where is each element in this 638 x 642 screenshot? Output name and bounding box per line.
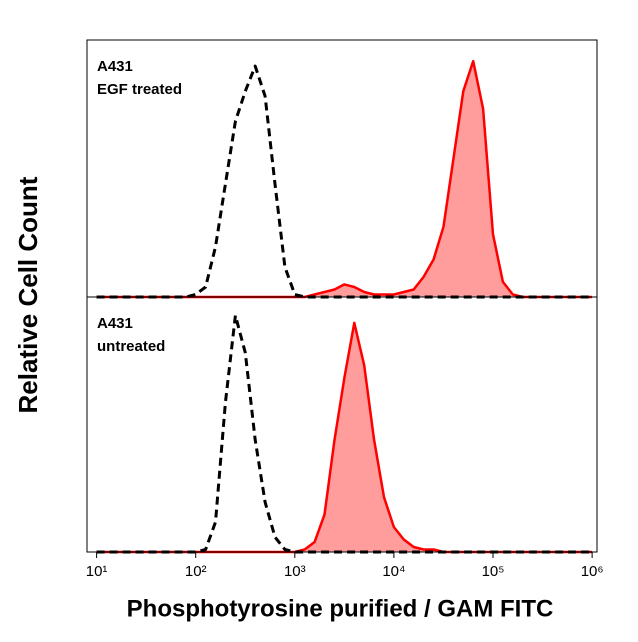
x-tick-label: 10³ [284, 563, 306, 580]
histogram-area [96, 322, 593, 552]
annotation: untreated [97, 338, 165, 355]
annotation: A431 [97, 58, 133, 75]
x-tick-label: 10⁶ [581, 563, 604, 580]
annotation: EGF treated [97, 81, 182, 98]
panel-frame [86, 296, 598, 553]
annotation: A431 [97, 315, 133, 332]
x-tick-label: 10⁵ [482, 563, 505, 580]
panel-frame [86, 39, 598, 298]
y-axis-label: Relative Cell Count [13, 176, 43, 413]
histogram-area [96, 61, 593, 297]
x-tick-label: 10² [185, 563, 207, 580]
x-axis-label: Phosphotyrosine purified / GAM FITC [127, 595, 554, 622]
x-tick-label: 10¹ [86, 563, 108, 580]
histogram-line [96, 64, 593, 299]
x-tick-label: 10⁴ [382, 563, 405, 580]
